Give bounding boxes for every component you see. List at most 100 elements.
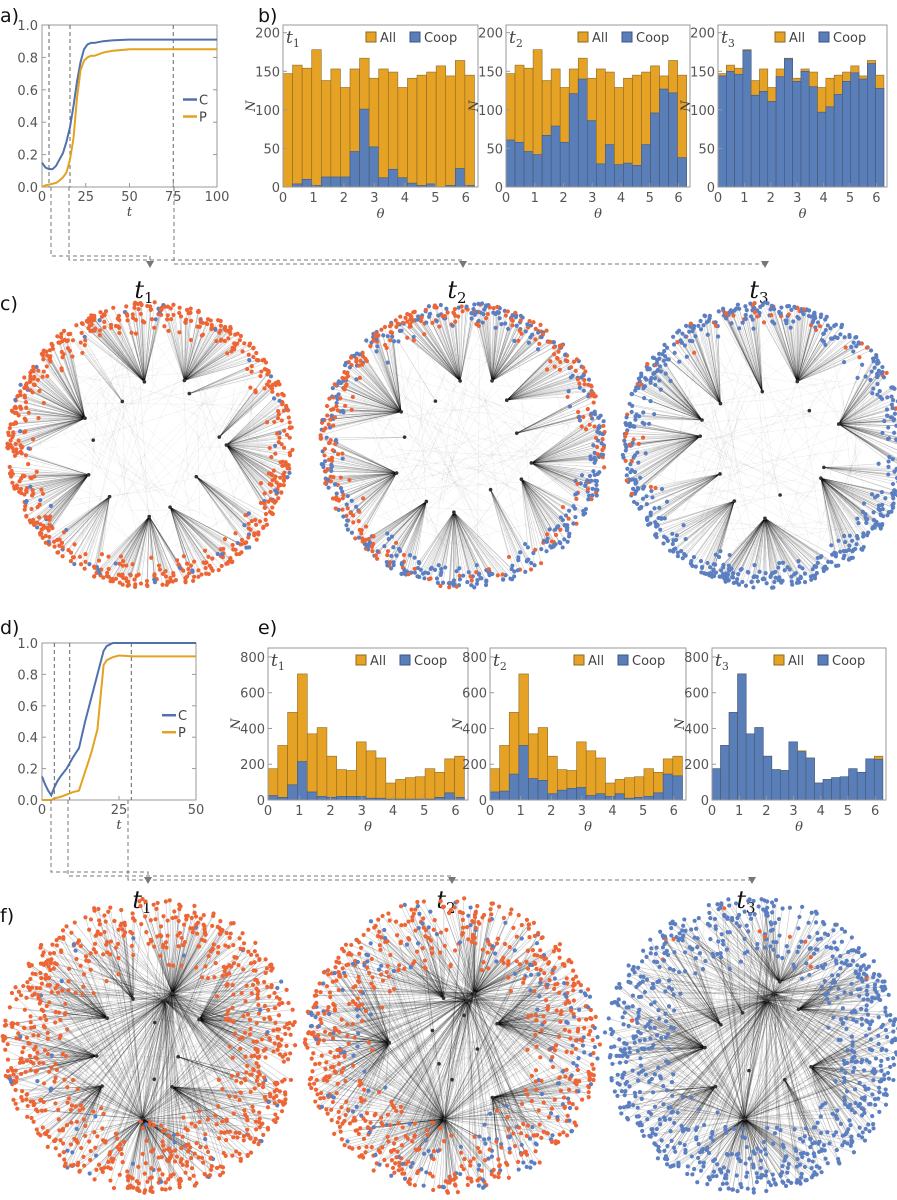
edge <box>84 496 110 569</box>
node-defector <box>120 558 126 564</box>
edge <box>73 496 110 558</box>
node-defector <box>50 525 55 531</box>
node-cooperator <box>18 429 23 434</box>
node-cooperator <box>855 375 860 381</box>
plot-frame <box>267 647 469 801</box>
x-axis-label: θ <box>364 820 372 835</box>
node-cooperator <box>632 424 637 429</box>
node-cooperator <box>465 579 470 585</box>
bar-coop <box>643 796 654 801</box>
node-cooperator <box>644 494 649 499</box>
node-defector <box>209 327 214 332</box>
node-cooperator <box>564 528 570 533</box>
edge <box>18 415 86 419</box>
bar-coop <box>662 773 674 801</box>
node-cooperator <box>726 563 731 568</box>
node-cooperator <box>657 364 663 369</box>
bar-all <box>292 64 303 188</box>
node-cooperator <box>683 536 688 542</box>
node-cooperator <box>696 323 701 328</box>
node-defector <box>59 366 64 371</box>
node-cooperator <box>97 571 102 576</box>
node-cooperator <box>650 495 655 500</box>
node-cooperator <box>642 395 647 401</box>
node-cooperator <box>579 375 584 380</box>
x-tick-label: 0 <box>708 804 716 819</box>
node-cooperator <box>481 312 486 317</box>
y-tick-label: 0.2 <box>17 149 38 164</box>
edge <box>179 332 185 381</box>
node-cooperator <box>860 362 865 367</box>
node-cooperator <box>886 459 891 464</box>
node-defector <box>426 577 432 582</box>
node-cooperator <box>482 307 487 312</box>
node-defector <box>80 350 85 356</box>
node-cooperator <box>760 577 765 582</box>
node-defector <box>183 575 188 581</box>
node-cooperator <box>26 446 31 451</box>
edge <box>184 330 226 381</box>
hub-node <box>504 398 509 402</box>
node-defector <box>60 554 65 559</box>
y-tick-label: 600 <box>684 687 709 702</box>
edge <box>182 374 189 477</box>
node-cooperator <box>731 580 736 585</box>
edge <box>494 385 516 387</box>
y-tick-label: 0.2 <box>17 763 38 778</box>
node-cooperator <box>679 548 684 554</box>
node-cooperator <box>662 348 667 354</box>
node-cooperator <box>320 417 325 423</box>
node-defector <box>253 517 258 522</box>
node-defector <box>26 462 31 467</box>
node-cooperator <box>665 538 670 543</box>
bar-all <box>330 68 341 188</box>
bar-all <box>311 49 322 188</box>
node-defector <box>398 314 403 319</box>
edge <box>226 437 280 446</box>
edge <box>184 328 216 381</box>
node-defector <box>13 420 18 425</box>
node-cooperator <box>861 501 867 506</box>
edge <box>141 502 260 563</box>
node-cooperator <box>744 308 749 313</box>
node-defector <box>575 377 580 382</box>
bar-coop <box>737 673 747 801</box>
node-cooperator <box>854 542 859 547</box>
node-cooperator <box>480 320 485 325</box>
y-tick-label: 400 <box>240 722 265 737</box>
edge <box>169 507 195 562</box>
time-label-t: t <box>736 886 746 914</box>
node-cooperator <box>875 392 880 397</box>
y-tick-label: 0.0 <box>17 794 38 809</box>
time-label-sub: 3 <box>746 899 756 917</box>
node-cooperator <box>810 320 815 325</box>
node-cooperator <box>334 491 339 496</box>
bar-coop <box>650 112 660 188</box>
panel-time-title: t2 <box>493 651 507 673</box>
edge <box>38 370 86 419</box>
node-defector <box>68 559 74 564</box>
edge <box>30 474 89 523</box>
edge <box>226 444 273 508</box>
edge <box>134 516 150 580</box>
edge <box>45 474 89 517</box>
node-cooperator <box>563 352 568 358</box>
node-cooperator <box>592 412 598 417</box>
node-defector <box>12 453 18 458</box>
node-cooperator <box>644 377 649 382</box>
bar-coop <box>822 779 832 801</box>
node-defector <box>645 361 650 367</box>
time-label-t3: t3 <box>736 886 755 917</box>
node-defector <box>40 351 45 356</box>
x-tick-label: 5 <box>639 804 647 819</box>
node-defector <box>106 566 111 572</box>
edge <box>184 322 186 381</box>
hub-node <box>452 510 456 514</box>
node-defector <box>22 395 28 400</box>
node-defector <box>10 480 15 485</box>
x-tick-label: 2 <box>767 191 775 206</box>
node-cooperator <box>518 313 523 318</box>
series-line-C <box>41 642 196 798</box>
edge <box>213 474 218 480</box>
